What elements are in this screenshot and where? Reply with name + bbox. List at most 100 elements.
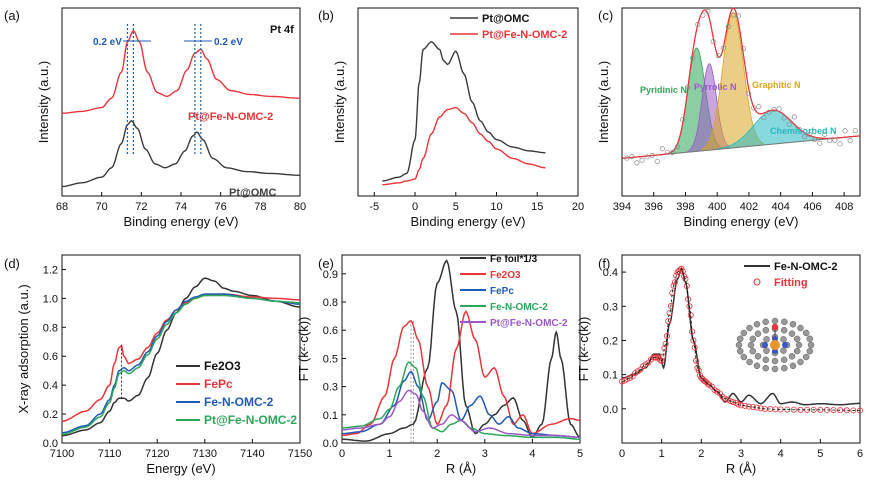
fit-point (745, 403, 752, 410)
data-point (756, 104, 762, 110)
data-point (735, 13, 742, 19)
peak-label: Pyridinic N (640, 85, 687, 95)
data-point (837, 141, 843, 147)
series-line-Fe-N-OMC-2 (621, 267, 861, 406)
x-tick-label: 74 (175, 201, 187, 213)
data-point (761, 115, 767, 121)
x-tick-label: 7100 (50, 448, 74, 460)
y-tick-label: 0.5 (323, 353, 338, 365)
x-axis-label: Binding energy (eV) (411, 214, 526, 229)
carbon-atom (793, 335, 801, 343)
panel-label: (d) (4, 256, 20, 271)
carbon-atom (797, 324, 804, 332)
data-point (751, 105, 757, 111)
x-tick-label: 72 (135, 201, 147, 213)
x-tick-label: 10 (490, 201, 502, 213)
y-tick-label: 0.3 (323, 382, 338, 394)
panel-label: (a) (4, 8, 20, 23)
y-tick-label: 0.8 (43, 322, 58, 334)
carbon-atom (762, 356, 770, 364)
carbon-atom (749, 347, 757, 355)
carbon-atom (780, 326, 788, 334)
x-tick-label: 2 (698, 448, 704, 460)
fit-point (619, 378, 626, 385)
carbon-atom (763, 347, 770, 354)
x-tick-label: 0 (619, 448, 625, 460)
fit-point (790, 406, 797, 413)
fit-point (727, 398, 734, 405)
shift-label: 0.2 eV (93, 37, 122, 48)
data-point (786, 121, 792, 127)
x-tick-label: -5 (369, 201, 379, 213)
x-tick-label: 15 (531, 201, 543, 213)
carbon-atom (793, 347, 801, 355)
data-point (700, 12, 706, 18)
data-point (639, 157, 645, 163)
data-point (766, 109, 772, 115)
carbon-atom (740, 329, 748, 337)
carbon-atom (802, 353, 810, 361)
fit-point (686, 303, 693, 310)
carbon-atom (762, 318, 769, 326)
y-tick-label: 1.2 (43, 264, 58, 276)
fit-point (658, 357, 665, 364)
carbon-atom (797, 358, 804, 366)
y-tick-label: 0.0 (43, 438, 58, 450)
peak-label: Graphitic N (752, 80, 801, 90)
fit-point (663, 332, 670, 339)
series-line-Fe foil*1/3 (341, 259, 581, 442)
carbon-atom (746, 358, 753, 366)
carbon-atom (754, 353, 762, 360)
fit-point (682, 275, 689, 282)
y-tick-label: 0.1 (323, 410, 338, 422)
series-line-Fe2O3 (341, 310, 581, 437)
carbon-atom (762, 326, 770, 334)
x-tick-label: 2 (434, 448, 440, 460)
series-line-Pt@Fe-N-OMC-2 (61, 29, 301, 114)
data-point (812, 137, 818, 143)
x-tick-label: 0 (339, 448, 345, 460)
data-point (730, 12, 736, 18)
plot-frame (357, 7, 579, 197)
x-tick-label: 404 (771, 201, 789, 213)
carbon-atom (746, 324, 753, 332)
panel-label: (e) (318, 256, 334, 271)
data-point (801, 134, 808, 140)
x-tick-label: 76 (215, 201, 227, 213)
series-line-Pt@OMC (61, 120, 301, 188)
fit-point (690, 337, 697, 344)
legend-label: FePc (490, 286, 514, 297)
data-point (852, 127, 858, 134)
data-point (624, 155, 630, 161)
carbon-atom (740, 353, 748, 361)
series-line-Pt@Fe-N-OMC-2 (382, 106, 546, 186)
x-tick-label: 396 (645, 201, 663, 213)
carbon-atom (749, 335, 757, 343)
y-axis-label: Intensity (a.u.) (36, 61, 51, 143)
legend-label: Fe-N-OMC-2 (490, 302, 548, 313)
peak-label: Chemisorbed N (770, 126, 837, 136)
data-point (690, 55, 696, 61)
carbon-atom (788, 330, 796, 337)
y-tick-label: 0.8 (323, 297, 338, 309)
carbon-atom (771, 357, 779, 365)
y-tick-label: 0.4 (43, 380, 58, 392)
carbon-atom (771, 317, 779, 325)
x-axis-label: Binding energy (eV) (684, 214, 799, 229)
nitrogen-atom (762, 342, 768, 348)
x-tick-label: 7140 (240, 448, 264, 460)
data-point (705, 8, 711, 15)
iron-atom (770, 340, 780, 350)
x-tick-label: 402 (740, 201, 758, 213)
x-tick-label: 4 (529, 448, 535, 460)
fit-dashed-line (621, 268, 860, 411)
series-line-Fe-N-OMC-2 (341, 361, 581, 440)
legend-label: Fe2O3 (490, 270, 521, 281)
fit-point (667, 303, 674, 310)
molecule-structure-icon (735, 317, 815, 373)
x-axis-label: R (Å) (726, 461, 756, 476)
panel-label: (c) (598, 8, 613, 23)
fit-point (810, 406, 817, 413)
series-label: Pt@OMC (229, 187, 276, 199)
y-axis-label: FT (k²·c(k)) (296, 317, 311, 382)
